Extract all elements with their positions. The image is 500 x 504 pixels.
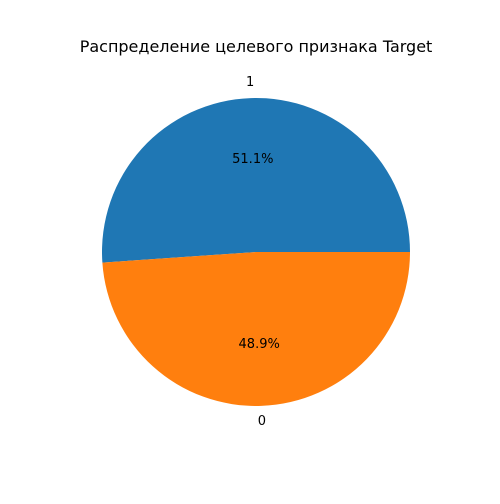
pie-category-label-0: 0 bbox=[258, 414, 266, 429]
pie-labels: 1 51.1% 0 48.9% bbox=[232, 75, 280, 429]
pie-category-label-1: 1 bbox=[246, 75, 254, 90]
pie-slices bbox=[102, 97, 411, 406]
pie-percent-label-1: 51.1% bbox=[232, 152, 273, 167]
pie-slice-1 bbox=[102, 97, 410, 263]
pie-percent-label-0: 48.9% bbox=[239, 337, 280, 352]
chart-title: Распределение целевого признака Target bbox=[80, 37, 433, 56]
pie-slice-0 bbox=[102, 252, 411, 406]
